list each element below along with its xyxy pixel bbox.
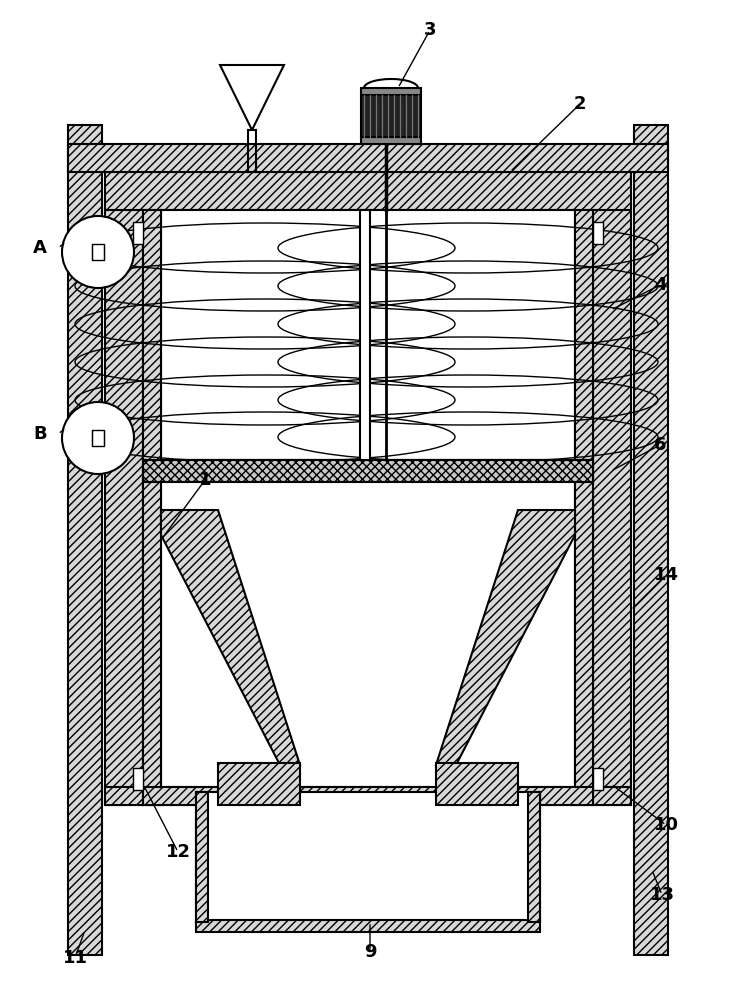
Bar [143, 210, 161, 460]
Text: 11: 11 [63, 949, 88, 967]
Bar [196, 920, 540, 932]
Bar [143, 460, 593, 482]
Text: B: B [33, 425, 47, 443]
Polygon shape [436, 510, 575, 765]
Bar [575, 210, 593, 460]
Bar [68, 144, 668, 172]
Text: A: A [33, 239, 47, 257]
Text: 3: 3 [424, 21, 436, 39]
Bar [161, 460, 575, 787]
Bar [575, 460, 593, 805]
Bar [528, 792, 540, 922]
Bar [593, 195, 631, 805]
Text: 14: 14 [654, 566, 679, 584]
Bar [593, 222, 603, 244]
Text: 1: 1 [199, 471, 211, 489]
Bar [361, 88, 421, 95]
Bar [105, 195, 143, 805]
Bar [105, 172, 631, 210]
Bar [196, 792, 540, 922]
Circle shape [62, 402, 134, 474]
Bar [92, 430, 104, 446]
Text: 4: 4 [654, 276, 666, 294]
Polygon shape [161, 510, 300, 765]
Text: 12: 12 [166, 843, 191, 861]
Text: 6: 6 [654, 436, 666, 454]
Bar [593, 768, 603, 790]
Bar [196, 792, 208, 922]
Bar [361, 95, 421, 137]
Bar [105, 787, 631, 805]
Text: 13: 13 [649, 886, 674, 904]
Bar [92, 244, 104, 260]
Bar [161, 210, 575, 460]
Bar [133, 222, 143, 244]
Text: 9: 9 [364, 943, 376, 961]
Bar [68, 125, 102, 955]
Text: 2: 2 [574, 95, 587, 113]
Polygon shape [220, 65, 284, 130]
Circle shape [62, 216, 134, 288]
Bar [143, 787, 593, 805]
Text: 10: 10 [654, 816, 679, 834]
Bar [143, 460, 161, 805]
Bar [436, 763, 518, 805]
Bar [218, 763, 300, 805]
Bar [360, 210, 370, 460]
Bar [361, 137, 421, 144]
Bar [133, 768, 143, 790]
Bar [634, 125, 668, 955]
